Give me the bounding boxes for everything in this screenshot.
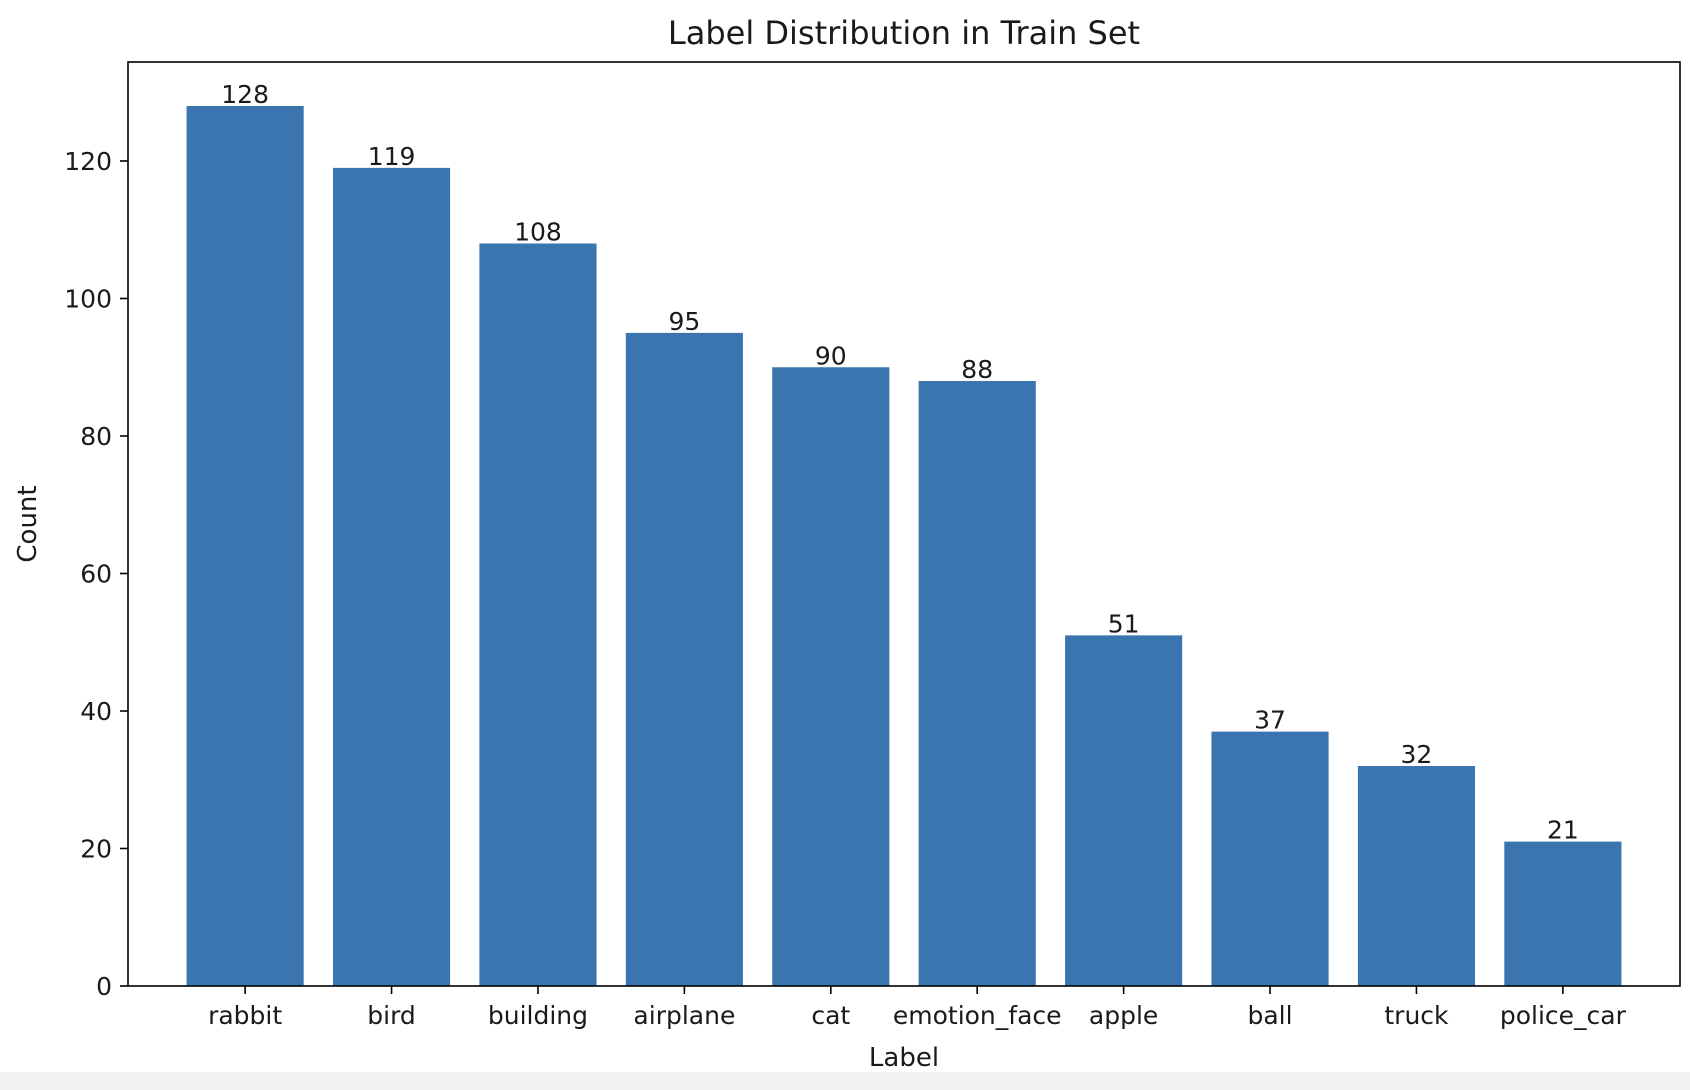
y-tick-label: 80: [80, 422, 112, 451]
bar-police_car: [1504, 841, 1622, 986]
y-tick-label: 20: [80, 835, 112, 864]
bar-building: [479, 243, 597, 986]
y-axis-label: Count: [13, 485, 43, 562]
bar-airplane: [625, 332, 743, 986]
figure-footer-strip: [0, 1072, 1690, 1090]
x-tick-label: rabbit: [208, 1001, 282, 1030]
bar-truck: [1357, 766, 1476, 986]
bar-emotion_face: [918, 381, 1036, 986]
x-tick-label: apple: [1089, 1001, 1158, 1030]
bar-ball: [1211, 731, 1329, 986]
ticks-layer: rabbit bird building airplane cat emotion_fac…: [64, 147, 1626, 1030]
y-tick-label: 60: [80, 560, 112, 589]
plot-frame: [127, 61, 1681, 987]
bar-value-label: 51: [1108, 609, 1140, 638]
bar-value-label: 119: [368, 142, 416, 171]
x-tick-label: cat: [811, 1001, 850, 1030]
y-tick-label: 120: [64, 147, 112, 176]
x-axis-label: Label: [869, 1043, 939, 1073]
bar-apple: [1065, 635, 1183, 986]
x-tick-label: truck: [1384, 1001, 1449, 1030]
x-tick-label: emotion_face: [893, 1001, 1062, 1030]
bar-value-label: 90: [815, 341, 847, 370]
bar-rabbit: [186, 106, 304, 986]
bars-layer: 128 119 108 95 90 88 51 37 32 21: [186, 80, 1622, 986]
y-tick-label: 100: [64, 285, 112, 314]
x-tick-label: bird: [367, 1001, 416, 1030]
y-tick-label: 0: [96, 972, 112, 1001]
bar-value-label: 32: [1401, 740, 1433, 769]
bar-value-label: 88: [961, 355, 993, 384]
bar-value-label: 108: [514, 218, 562, 247]
x-tick-label: police_car: [1500, 1001, 1627, 1030]
bar-value-label: 37: [1254, 706, 1286, 735]
bar-value-label: 128: [221, 80, 269, 109]
bar-bird: [332, 167, 451, 986]
y-tick-label: 40: [80, 697, 112, 726]
chart-title: Label Distribution in Train Set: [668, 14, 1140, 52]
x-tick-label: building: [488, 1001, 588, 1030]
bar-cat: [772, 367, 890, 986]
bar-value-label: 21: [1547, 816, 1579, 845]
x-tick-label: ball: [1247, 1001, 1292, 1030]
x-tick-label: airplane: [633, 1001, 735, 1030]
bar-value-label: 95: [668, 307, 700, 336]
